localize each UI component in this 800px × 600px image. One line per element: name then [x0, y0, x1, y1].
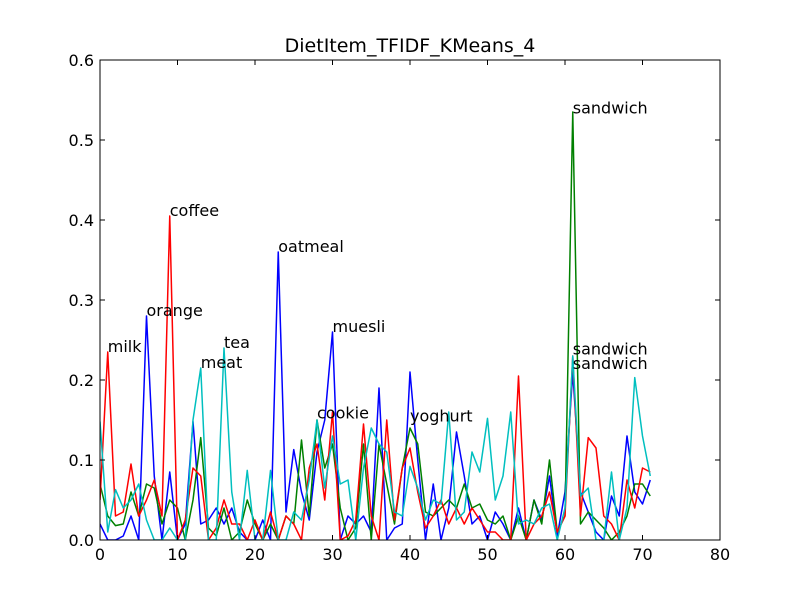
- y-tick-label: 0.0: [69, 531, 94, 550]
- y-tick-label: 0.3: [69, 291, 94, 310]
- annotation-label: muesli: [333, 317, 386, 336]
- x-tick-label: 50: [477, 545, 497, 564]
- series-line-3: [100, 215, 651, 540]
- series-line-4: [100, 347, 651, 540]
- annotation-label: sandwich: [573, 99, 648, 118]
- x-tick-label: 80: [710, 545, 730, 564]
- x-tick-label: 30: [322, 545, 342, 564]
- annotation-label: orange: [147, 301, 203, 320]
- x-tick-label: 0: [95, 545, 105, 564]
- series-layer: [100, 111, 651, 540]
- x-tick-label: 40: [400, 545, 420, 564]
- y-tick-label: 0.2: [69, 371, 94, 390]
- x-axis-ticks: 0 10 20 30 40 50 60 70 80: [95, 60, 730, 564]
- annotation-label: yoghurt: [410, 407, 473, 426]
- annotation-label: coffee: [170, 201, 219, 220]
- annotation-label: oatmeal: [278, 237, 344, 256]
- y-tick-label: 0.1: [69, 451, 94, 470]
- annotation-label: milk: [108, 337, 142, 356]
- y-tick-label: 0.4: [69, 211, 94, 230]
- chart-title: DietItem_TFIDF_KMeans_4: [285, 35, 536, 57]
- annotation-label: sandwich: [573, 354, 648, 373]
- y-tick-label: 0.5: [69, 131, 94, 150]
- x-tick-label: 10: [167, 545, 187, 564]
- annotation-label: cookie: [317, 403, 369, 422]
- y-axis-ticks: 0.0 0.1 0.2 0.3 0.4 0.5 0.6: [69, 51, 720, 550]
- x-tick-label: 60: [555, 545, 575, 564]
- annotation-label: meat: [201, 353, 243, 372]
- x-tick-label: 70: [632, 545, 652, 564]
- annotation-label: tea: [224, 333, 250, 352]
- y-tick-label: 0.6: [69, 51, 94, 70]
- x-tick-label: 20: [245, 545, 265, 564]
- annotation-label: sandwich: [573, 339, 648, 358]
